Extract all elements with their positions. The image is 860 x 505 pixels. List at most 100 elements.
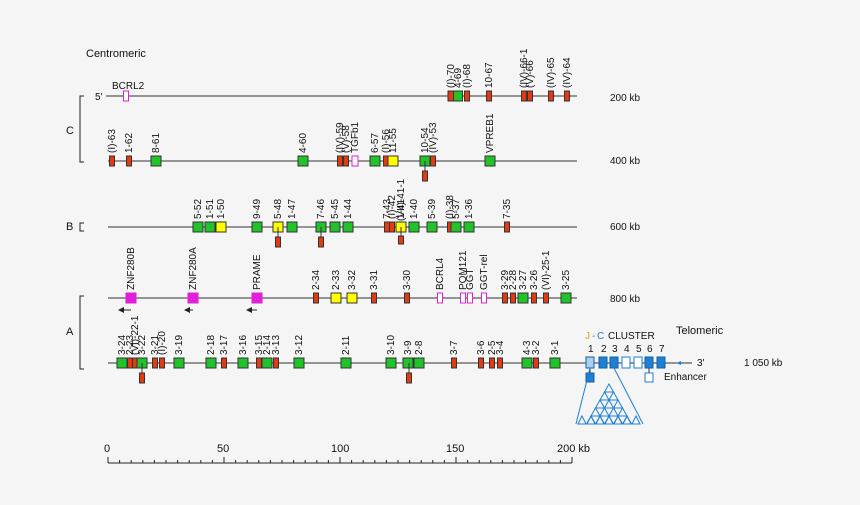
orientation-arrow-head (246, 307, 252, 313)
gene-box-znf280b (125, 292, 137, 304)
cluster-c-label: C (66, 125, 74, 137)
gene-label: (IV)-53 (428, 122, 439, 153)
gene-label: 3-24 (117, 335, 128, 355)
gene-label: 10-54 (420, 127, 431, 153)
gene-box-pom121 (460, 292, 466, 304)
gene-label: BCRL2 (112, 81, 145, 92)
kb-600-label: 600 kb (610, 222, 640, 233)
gene-label: 2-8 (414, 340, 425, 355)
kb-800-label: 800 kb (610, 294, 640, 305)
scale-tick-150: 150 (446, 443, 464, 455)
jc-box-5 (633, 356, 643, 369)
gene-box-i68 (464, 90, 470, 102)
gene-label: (I)-20 (157, 331, 168, 355)
jc-triangle (586, 414, 596, 425)
jc-number-2: 2 (601, 344, 607, 355)
jc-triangle (608, 390, 619, 401)
gene-box-310 (385, 357, 397, 369)
gene-label: 2-34 (311, 270, 322, 290)
orientation-arrow-head (118, 307, 124, 313)
gene-box-539 (426, 221, 438, 233)
gene-label: 3-17 (219, 335, 230, 355)
gene-box-319 (173, 357, 185, 369)
gene-box-tgfb1 (351, 155, 359, 167)
gene-label: 5-45 (330, 199, 341, 219)
jc-number-5: 5 (636, 344, 642, 355)
kb-1050-label: 1 050 kb (744, 358, 783, 369)
gene-label: ZNF280A (188, 247, 199, 290)
jc-number-7: 7 (659, 344, 665, 355)
jc-triangle (622, 414, 632, 425)
gene-label: 1-51 (205, 199, 216, 219)
jc-number-6: 6 (647, 344, 653, 355)
jc-triangle (577, 414, 587, 425)
gene-box-iv64 (564, 90, 570, 102)
gene-label: (VI)-22-1 (130, 315, 141, 355)
gene-box-v66 (527, 90, 533, 102)
gene-label: (IV)-65 (546, 57, 557, 88)
gene-label: (VII)-41-1 (396, 178, 407, 221)
jc-triangle (603, 382, 615, 393)
jc-lower-box (585, 372, 595, 383)
gene-label: 3-27 (518, 270, 529, 290)
jc-box-6 (644, 356, 654, 369)
gene-label: 3-9 (403, 340, 414, 355)
jc-triangle (599, 390, 610, 401)
gene-box-325 (560, 292, 572, 304)
gene-label: 2-5 (487, 340, 498, 355)
gene-box-331 (371, 292, 377, 304)
gene-label: 3-26 (529, 270, 540, 290)
gene-label: 2-18 (206, 335, 217, 355)
gene-box-162 (126, 155, 132, 167)
gene-box-iv661 (521, 90, 527, 102)
jc-expansion-triangles (577, 382, 641, 425)
below-gene-box (139, 372, 145, 384)
below-gene-box (406, 372, 412, 384)
gene-label: 4-3 (522, 340, 533, 355)
gene-label: 1-36 (464, 199, 475, 219)
gene-label: 7-35 (502, 199, 513, 219)
gene-box-v58 (343, 155, 349, 167)
gene-box-552 (192, 221, 204, 233)
gene-label: 1-50 (216, 199, 227, 219)
gene-label: (I)-56 (381, 129, 392, 153)
gene-box-144 (342, 221, 354, 233)
gene-box-ggt (467, 292, 473, 304)
gene-box-218 (205, 357, 217, 369)
kb-400-label: 400 kb (610, 156, 640, 167)
gene-box-657 (369, 155, 381, 167)
enhancer-label: Enhancer (664, 372, 707, 383)
gene-box-316 (237, 357, 249, 369)
gene-label: POM121 (458, 250, 469, 290)
gene-box-iv59 (337, 155, 343, 167)
kb-200-label: 200 kb (610, 93, 640, 104)
gene-box-1155 (387, 155, 399, 167)
gene-box-bcrl2 (123, 90, 129, 102)
gene-label: 3-7 (449, 340, 460, 355)
cluster-b-label: B (66, 221, 73, 233)
jc-box-1 (585, 356, 595, 369)
gene-label: 3-16 (238, 335, 249, 355)
jc-box-4 (621, 356, 631, 369)
below-gene-box (275, 236, 281, 248)
jc-box-3 (609, 356, 619, 369)
gene-label: 4-69 (453, 68, 464, 88)
gene-box-37 (451, 357, 457, 369)
gene-box-136 (463, 221, 475, 233)
gene-label: 3-19 (174, 335, 185, 355)
orientation-arrow-head (184, 307, 190, 313)
enhancer-box (644, 372, 654, 383)
cluster-a-label: A (66, 326, 74, 338)
gene-label: 3-30 (402, 270, 413, 290)
gene-label: (V)-66 (525, 60, 536, 88)
scale-bar-ticks (107, 457, 573, 463)
gene-box-1067 (486, 90, 492, 102)
gene-box-151 (204, 221, 216, 233)
gene-box-i42 (389, 221, 395, 233)
jc-triangle (599, 406, 610, 417)
gene-label: 5-39 (427, 199, 438, 219)
jc-box-7 (656, 356, 666, 369)
gene-label: (I)-70 (446, 64, 457, 88)
gene-label: 3-22 (137, 335, 148, 355)
